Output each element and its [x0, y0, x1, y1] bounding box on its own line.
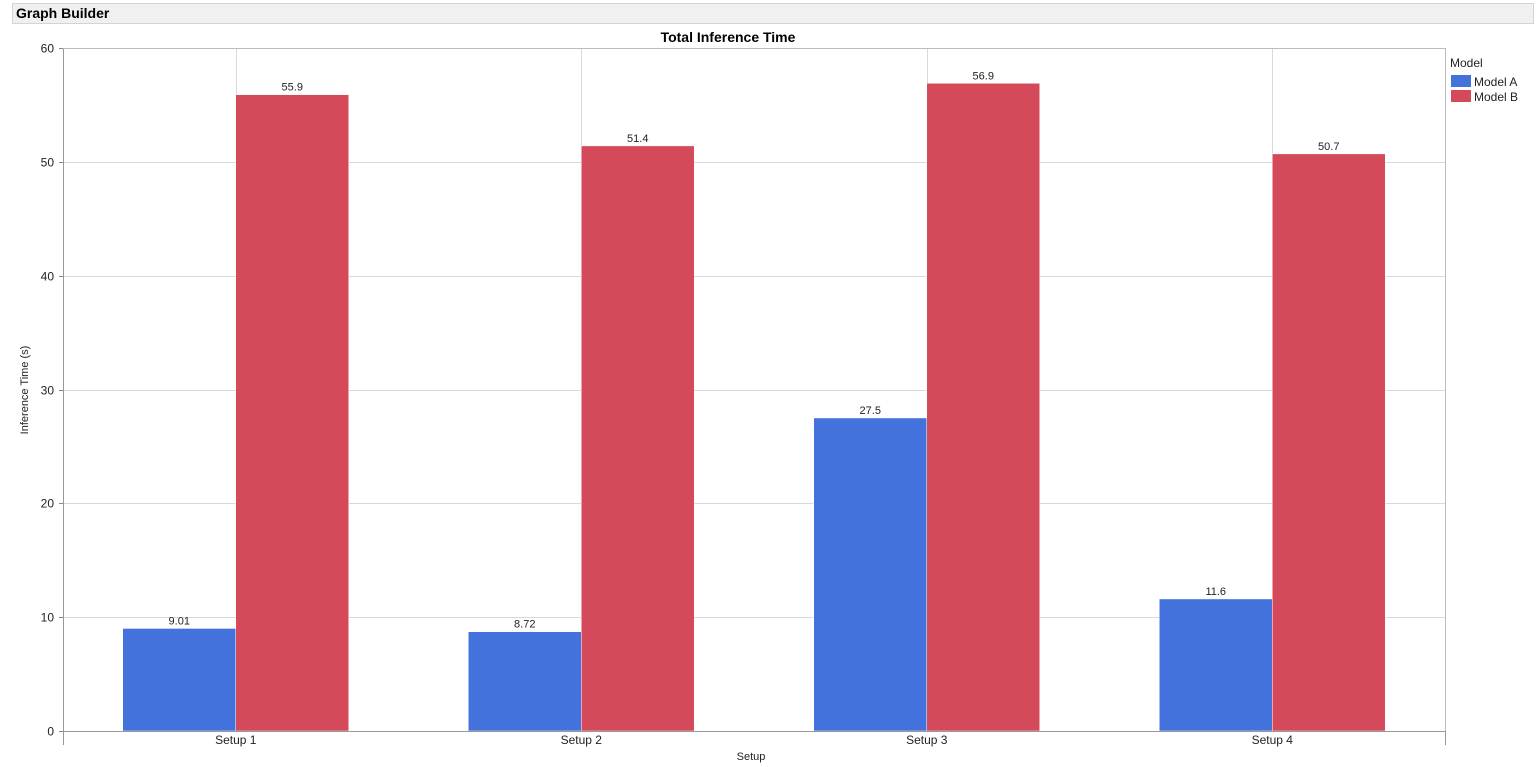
y-tick-label: 60 — [41, 42, 55, 56]
y-tick-label: 30 — [41, 384, 55, 398]
legend-swatch — [1451, 75, 1471, 87]
data-label: 50.7 — [1318, 141, 1339, 153]
data-label: 55.9 — [282, 82, 303, 94]
x-axis-title: Setup — [737, 751, 766, 763]
data-label: 11.6 — [1205, 586, 1226, 598]
x-tick-label: Setup 3 — [906, 733, 948, 747]
x-tick-label: Setup 4 — [1252, 733, 1294, 747]
bar — [122, 628, 236, 732]
bars: 9.01 55.9 8.72 51.4 27.5 56.9 11.6 50.7 — [122, 70, 1386, 732]
y-tick-label: 40 — [41, 270, 55, 284]
legend-label: Model A — [1474, 75, 1517, 89]
bar — [235, 94, 349, 732]
bar — [1272, 153, 1386, 732]
window-titlebar: Graph Builder — [12, 3, 1534, 24]
data-label: 27.5 — [860, 405, 881, 417]
y-tick-label: 10 — [41, 611, 55, 625]
axes: 0 10 20 30 40 50 60 Setup 1 Setup 2 Setup 3 Setup … — [41, 42, 1446, 747]
legend-label: Model B — [1474, 90, 1518, 104]
y-tick-label: 50 — [41, 156, 55, 170]
legend-swatch — [1451, 90, 1471, 102]
x-tick-label: Setup 2 — [561, 733, 603, 747]
bar — [1159, 598, 1273, 732]
data-label: 51.4 — [627, 133, 648, 145]
y-axis-title: Inference Time (s) — [19, 346, 31, 435]
chart-title: Total Inference Time — [661, 29, 796, 45]
x-tick-label: Setup 1 — [215, 733, 257, 747]
data-label: 8.72 — [514, 619, 535, 631]
data-label: 9.01 — [169, 615, 190, 627]
y-tick-label: 20 — [41, 497, 55, 511]
window-title: Graph Builder — [16, 5, 110, 21]
bar — [926, 83, 1040, 732]
bar — [813, 417, 927, 732]
bar — [468, 631, 582, 732]
legend-title: Model — [1450, 56, 1483, 70]
y-tick-label: 0 — [47, 725, 54, 739]
data-label: 56.9 — [973, 70, 994, 82]
bar — [581, 145, 695, 732]
